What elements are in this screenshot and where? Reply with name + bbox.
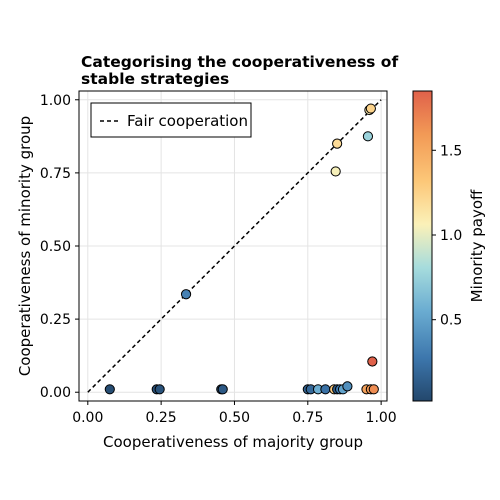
- data-point: [217, 384, 228, 395]
- colorbar-gradient: [412, 90, 433, 402]
- data-point: [330, 166, 341, 177]
- data-point: [320, 384, 331, 395]
- y-axis-ticks: 0.00 0.25 0.50 0.75 1.00: [40, 93, 79, 401]
- scatter-points: [104, 103, 379, 395]
- colorbar: 0.5 1.0 1.5 Minority payoff: [412, 90, 486, 402]
- colorbar-label: Minority payoff: [468, 189, 486, 302]
- data-point: [332, 138, 343, 149]
- data-point: [362, 131, 374, 142]
- data-point: [368, 384, 379, 395]
- x-tick-label: 0.00: [72, 410, 103, 426]
- colorbar-tick-label: 1.0: [440, 228, 462, 244]
- y-tick-label: 0.25: [40, 312, 71, 328]
- legend-box: [90, 102, 252, 138]
- reference-line-layer: [87, 99, 382, 393]
- colorbar-ticks: 0.5 1.0 1.5: [432, 143, 462, 329]
- colorbar-tick-label: 1.5: [440, 143, 462, 159]
- x-axis-ticks: 0.00 0.25 0.50 0.75 1.00: [72, 401, 397, 426]
- chart-title-line-1: Categorising the cooperativeness of: [81, 53, 398, 71]
- data-point: [365, 103, 376, 114]
- y-tick-label: 0.50: [40, 239, 71, 255]
- x-tick-label: 0.25: [146, 410, 177, 426]
- y-tick-label: 0.75: [40, 166, 71, 182]
- data-point: [180, 289, 192, 300]
- data-point: [342, 381, 353, 392]
- y-axis-label: Cooperativeness of minority group: [16, 116, 34, 376]
- x-tick-label: 0.50: [219, 410, 250, 426]
- fair-cooperation-line: [87, 99, 382, 393]
- y-tick-label: 1.00: [40, 93, 71, 109]
- legend-label: Fair cooperation: [127, 112, 248, 130]
- x-axis-label: Cooperativeness of majority group: [103, 433, 363, 451]
- colorbar-tick-label: 0.5: [440, 313, 462, 329]
- chart-title-line-2: stable strategies: [81, 70, 229, 88]
- x-tick-label: 1.00: [366, 410, 397, 426]
- data-point: [104, 384, 115, 395]
- legend: Fair cooperation: [90, 102, 252, 138]
- x-tick-label: 0.75: [292, 410, 323, 426]
- data-point: [154, 384, 165, 395]
- data-point: [367, 356, 378, 367]
- grid-lines: [79, 91, 387, 401]
- y-tick-label: 0.00: [40, 385, 71, 401]
